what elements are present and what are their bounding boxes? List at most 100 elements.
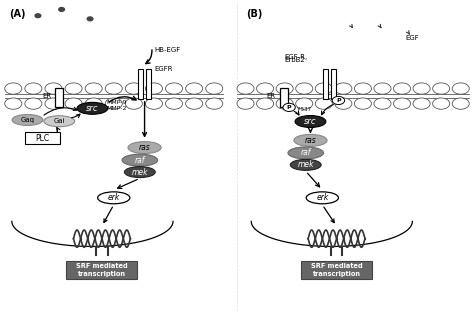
Circle shape [165, 83, 182, 94]
Text: raf: raf [301, 149, 311, 157]
Circle shape [393, 83, 410, 94]
Text: src: src [86, 104, 99, 113]
Circle shape [332, 96, 345, 105]
Text: ErbB2: ErbB2 [284, 57, 305, 63]
Ellipse shape [288, 147, 323, 159]
Ellipse shape [12, 114, 43, 125]
Bar [323, 69, 328, 99]
Bar [280, 88, 288, 107]
Circle shape [452, 98, 469, 109]
Text: ER: ER [267, 93, 276, 99]
Circle shape [393, 98, 410, 109]
Circle shape [85, 98, 102, 109]
Circle shape [105, 98, 122, 109]
Circle shape [45, 83, 62, 94]
Circle shape [186, 83, 203, 94]
Text: erk: erk [108, 193, 120, 202]
Text: src: src [304, 117, 317, 126]
Text: raf: raf [135, 156, 145, 165]
Circle shape [146, 98, 163, 109]
Text: EGF-R,: EGF-R, [284, 53, 308, 60]
Text: Gaq: Gaq [20, 117, 35, 123]
Circle shape [315, 83, 332, 94]
Circle shape [165, 98, 182, 109]
Ellipse shape [295, 116, 326, 127]
Text: erk: erk [316, 193, 328, 202]
Circle shape [5, 83, 22, 94]
Circle shape [125, 83, 142, 94]
Circle shape [276, 98, 293, 109]
Circle shape [237, 98, 254, 109]
Text: HB-EGF: HB-EGF [154, 47, 180, 53]
Bar [66, 261, 137, 279]
Text: ER: ER [42, 93, 51, 99]
Circle shape [85, 83, 102, 94]
Circle shape [25, 83, 42, 94]
Circle shape [315, 98, 332, 109]
Ellipse shape [122, 154, 157, 166]
Circle shape [146, 83, 163, 94]
Circle shape [355, 83, 372, 94]
Ellipse shape [98, 192, 130, 204]
Text: P: P [287, 105, 292, 110]
Ellipse shape [290, 159, 321, 170]
Ellipse shape [294, 134, 327, 146]
Circle shape [87, 17, 93, 21]
Text: SRF mediated
transcription: SRF mediated transcription [311, 263, 362, 277]
Circle shape [65, 98, 82, 109]
Text: ras: ras [305, 136, 316, 145]
Circle shape [374, 98, 391, 109]
Circle shape [25, 98, 42, 109]
Circle shape [59, 8, 64, 11]
Ellipse shape [77, 102, 108, 114]
Circle shape [125, 98, 142, 109]
Bar [301, 261, 372, 279]
Circle shape [256, 98, 273, 109]
Circle shape [296, 98, 313, 109]
Circle shape [276, 83, 293, 94]
Circle shape [206, 98, 223, 109]
Circle shape [452, 83, 469, 94]
Text: (B): (B) [246, 9, 263, 19]
Circle shape [413, 83, 430, 94]
Text: mek: mek [298, 160, 314, 169]
Bar [55, 88, 63, 107]
Text: Y-537: Y-537 [296, 107, 311, 112]
Circle shape [237, 83, 254, 94]
Text: EGFR: EGFR [154, 66, 173, 72]
Circle shape [433, 83, 450, 94]
Circle shape [35, 14, 41, 18]
Text: SRF mediated
transcription: SRF mediated transcription [76, 263, 128, 277]
Text: PLC: PLC [36, 134, 50, 143]
Circle shape [105, 83, 122, 94]
Circle shape [5, 98, 22, 109]
Text: (A): (A) [9, 9, 26, 19]
Text: ras: ras [139, 143, 150, 152]
Text: P: P [336, 98, 341, 103]
Text: MMP-9: MMP-9 [107, 100, 127, 106]
Bar [331, 69, 336, 99]
Bar [138, 69, 143, 99]
Text: Gai: Gai [54, 118, 65, 124]
Circle shape [335, 83, 352, 94]
Circle shape [335, 98, 352, 109]
Circle shape [186, 98, 203, 109]
Bar [146, 69, 151, 99]
Circle shape [45, 98, 62, 109]
Circle shape [65, 83, 82, 94]
Ellipse shape [124, 166, 155, 178]
Text: MMP-2: MMP-2 [107, 106, 127, 111]
Circle shape [433, 98, 450, 109]
Ellipse shape [306, 192, 338, 204]
Bar [25, 132, 61, 144]
Circle shape [296, 83, 313, 94]
Text: mek: mek [132, 168, 148, 176]
Text: EGF: EGF [405, 35, 419, 41]
Ellipse shape [44, 116, 75, 127]
Circle shape [283, 103, 295, 111]
Circle shape [374, 83, 391, 94]
Circle shape [206, 83, 223, 94]
Circle shape [256, 83, 273, 94]
Ellipse shape [128, 142, 161, 154]
Circle shape [355, 98, 372, 109]
